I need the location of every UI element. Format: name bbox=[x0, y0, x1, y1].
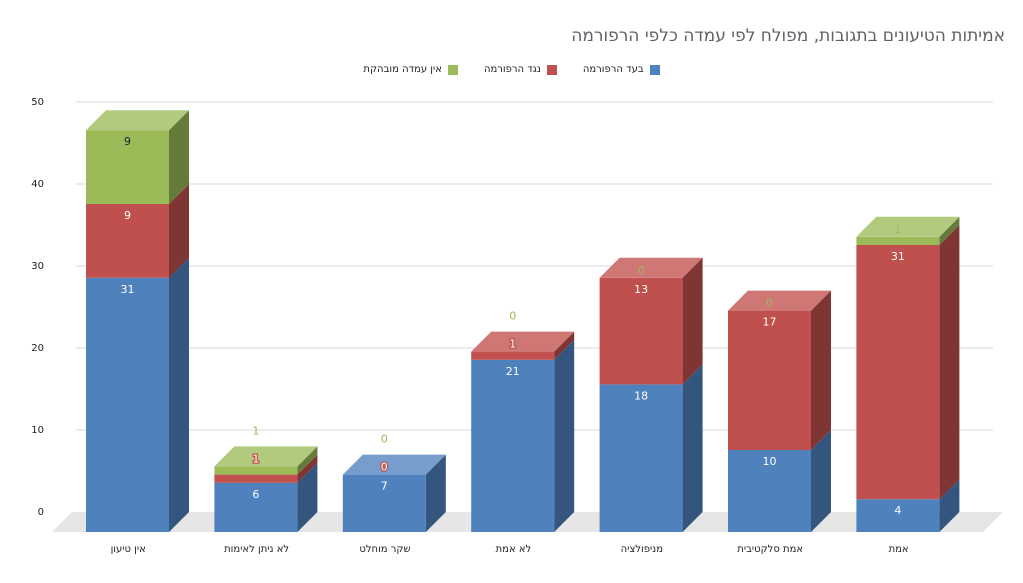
bar-side-face bbox=[297, 462, 318, 532]
data-label: 17 bbox=[763, 316, 777, 329]
data-label: 4 bbox=[894, 504, 901, 517]
bar-side-face bbox=[169, 257, 189, 532]
bar-segment bbox=[728, 450, 811, 532]
legend: בעד הרפורמה נגד הרפורמה אין עמדה מובהקת bbox=[0, 64, 1023, 75]
legend-swatch-pro bbox=[649, 64, 660, 75]
x-tick-label: אמת סלקטיבית bbox=[737, 544, 803, 555]
data-label: 1 bbox=[252, 424, 259, 437]
bar-top-face bbox=[856, 216, 960, 237]
chart-title: אמיתות הטיעונים בתגובות, מפולח לפי עמדה … bbox=[571, 26, 1005, 46]
x-tick-label: אין טיעון bbox=[111, 544, 146, 555]
data-label: 9 bbox=[124, 209, 131, 222]
bar-side-face bbox=[554, 331, 575, 360]
x-tick-label: מניפולציה bbox=[621, 544, 663, 555]
bar-side-face bbox=[811, 290, 831, 450]
data-label: 0 bbox=[638, 264, 645, 277]
x-tick-label: לא אמת bbox=[496, 544, 532, 555]
bar-segment bbox=[86, 130, 169, 204]
bar-side-face bbox=[169, 184, 189, 278]
bar-segment bbox=[214, 466, 298, 475]
data-label: 10 bbox=[763, 455, 777, 468]
data-label: 1 bbox=[252, 452, 259, 465]
bar-side-face bbox=[682, 364, 703, 532]
data-label: 1 bbox=[509, 338, 516, 351]
data-label: 31 bbox=[891, 250, 905, 263]
data-label: 1 bbox=[894, 223, 901, 236]
x-tick-label: אמת bbox=[889, 544, 909, 555]
data-label: 6 bbox=[252, 488, 259, 501]
data-label: 7 bbox=[381, 480, 388, 493]
data-label: 13 bbox=[634, 283, 648, 296]
bar-top-face bbox=[728, 290, 831, 311]
bar-segment bbox=[86, 204, 169, 278]
data-label: 31 bbox=[121, 283, 135, 296]
data-label: 0 bbox=[509, 310, 516, 323]
bar-segment bbox=[856, 499, 940, 532]
x-tick-label: לא ניתן לאימות bbox=[224, 544, 289, 555]
bar-segment bbox=[599, 384, 683, 532]
bar-segment bbox=[342, 474, 426, 532]
x-tick-label: שקר מוחלט bbox=[359, 544, 410, 555]
y-tick-label: 50 bbox=[31, 97, 44, 108]
legend-swatch-neutral bbox=[447, 64, 458, 75]
data-label: 0 bbox=[766, 297, 773, 310]
bar-side-face bbox=[811, 430, 831, 532]
bar-top-face bbox=[86, 110, 189, 131]
legend-label-against: נגד הרפורמה bbox=[483, 64, 541, 75]
legend-swatch-against bbox=[546, 64, 557, 75]
bar-segment bbox=[856, 236, 940, 245]
bar-side-face bbox=[554, 339, 575, 532]
bar-segment bbox=[471, 351, 555, 360]
bar-segment bbox=[86, 277, 169, 532]
data-label: 0 bbox=[381, 433, 388, 446]
y-tick-label: 0 bbox=[38, 507, 44, 518]
bar-segment bbox=[728, 310, 811, 450]
bar-side-face bbox=[297, 454, 318, 483]
legend-label-neutral: אין עמדה מובהקת bbox=[363, 64, 442, 75]
data-label: 9 bbox=[124, 135, 131, 148]
data-label: 0 bbox=[381, 461, 388, 474]
legend-item-neutral[interactable]: אין עמדה מובהקת bbox=[363, 64, 458, 75]
data-label: 18 bbox=[634, 389, 648, 402]
bar-segment bbox=[599, 277, 683, 385]
bar-segment bbox=[214, 482, 298, 532]
bar-top-face bbox=[599, 257, 703, 278]
y-tick-label: 20 bbox=[31, 343, 44, 354]
y-tick-label: 10 bbox=[31, 425, 44, 436]
y-tick-label: 30 bbox=[31, 261, 44, 272]
data-label: 21 bbox=[506, 365, 520, 378]
legend-label-pro: בעד הרפורמה bbox=[582, 64, 644, 75]
bar-side-face bbox=[169, 110, 189, 204]
bar-segment bbox=[471, 359, 555, 532]
bar-side-face bbox=[682, 257, 703, 385]
bar-segment bbox=[856, 245, 940, 500]
bar-side-face bbox=[939, 479, 960, 532]
bar-side-face bbox=[297, 446, 318, 475]
bar-side-face bbox=[939, 216, 960, 245]
bar-top-face bbox=[214, 446, 318, 467]
bar-segment bbox=[214, 474, 298, 483]
bar-top-face bbox=[471, 331, 575, 352]
bar-side-face bbox=[425, 454, 446, 532]
legend-item-against[interactable]: נגד הרפורמה bbox=[484, 64, 557, 75]
legend-item-pro[interactable]: בעד הרפורמה bbox=[583, 64, 660, 75]
bar-top-face bbox=[342, 454, 446, 475]
y-tick-label: 40 bbox=[31, 179, 44, 190]
bar-side-face bbox=[939, 225, 960, 500]
